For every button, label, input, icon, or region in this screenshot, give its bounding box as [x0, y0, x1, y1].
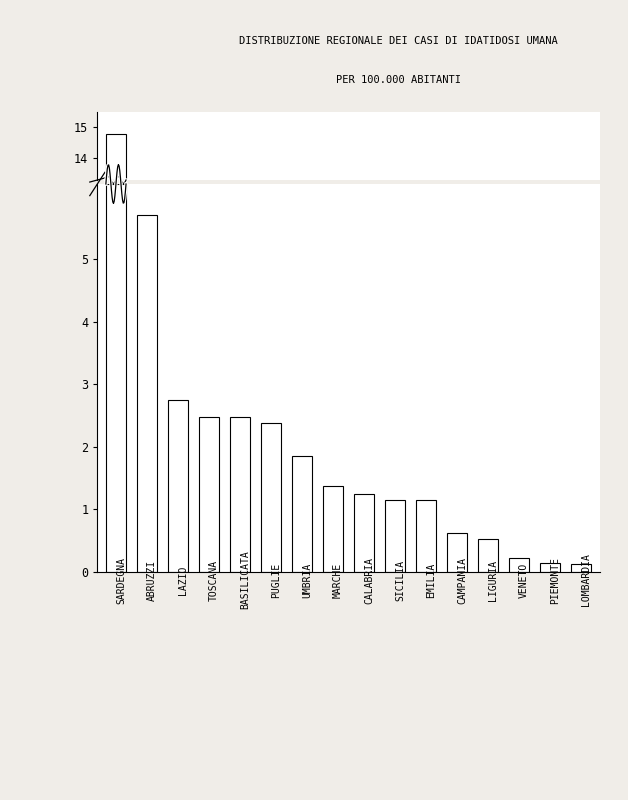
- Bar: [540, 563, 560, 572]
- Bar: [323, 486, 343, 572]
- Text: SICILIA: SICILIA: [395, 559, 405, 601]
- Text: LAZIO: LAZIO: [178, 566, 188, 594]
- Bar: [168, 400, 188, 572]
- Bar: [571, 565, 591, 572]
- Bar: [447, 534, 467, 572]
- Text: PER 100.000 ABITANTI: PER 100.000 ABITANTI: [336, 75, 462, 85]
- Text: VENETO: VENETO: [519, 562, 529, 598]
- Text: UMBRIA: UMBRIA: [302, 562, 312, 598]
- Bar: [137, 215, 157, 572]
- Text: SARDEGNA: SARDEGNA: [116, 557, 126, 603]
- Bar: [292, 456, 312, 572]
- Bar: [354, 494, 374, 572]
- Bar: [261, 423, 281, 572]
- Text: CALABRIA: CALABRIA: [364, 557, 374, 603]
- Text: LIGURIA: LIGURIA: [488, 559, 498, 601]
- Text: MARCHE: MARCHE: [333, 562, 343, 598]
- Bar: [416, 500, 436, 572]
- Text: EMILIA: EMILIA: [426, 562, 436, 598]
- Bar: [106, 184, 126, 572]
- Bar: [230, 418, 250, 572]
- Text: TOSCANA: TOSCANA: [209, 559, 219, 601]
- Text: PIEMONTE: PIEMONTE: [550, 557, 560, 603]
- Text: CAMPANIA: CAMPANIA: [457, 557, 467, 603]
- Bar: [106, 134, 126, 180]
- Text: LOMBARDIA: LOMBARDIA: [581, 554, 591, 606]
- Bar: [199, 417, 219, 572]
- Bar: [509, 558, 529, 572]
- Text: BASILICATA: BASILICATA: [240, 550, 250, 610]
- Bar: [478, 539, 498, 572]
- Text: PUGLIE: PUGLIE: [271, 562, 281, 598]
- Text: DISTRIBUZIONE REGIONALE DEI CASI DI IDATIDOSI UMANA: DISTRIBUZIONE REGIONALE DEI CASI DI IDAT…: [239, 36, 558, 46]
- Bar: [385, 500, 405, 572]
- Text: ABRUZZI: ABRUZZI: [147, 559, 157, 601]
